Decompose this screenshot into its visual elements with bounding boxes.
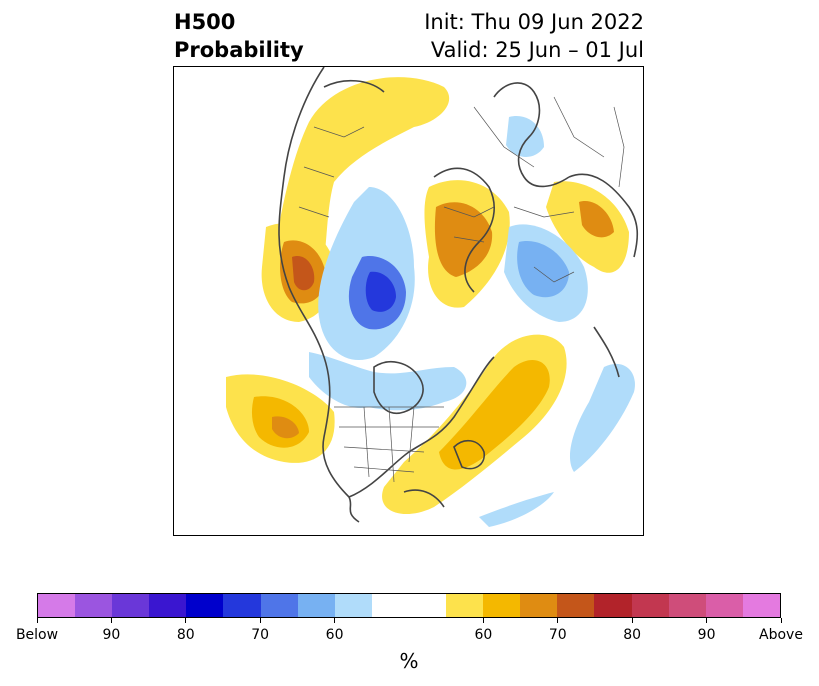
colorbar-tick-mark <box>557 618 559 623</box>
colorbar-tick-label: 60 <box>325 627 344 643</box>
colorbar-tick-label: 90 <box>102 627 121 643</box>
colorbar-unit-label: % <box>399 649 419 673</box>
colorbar-tick-mark <box>482 618 484 623</box>
colorbar-tick-label: 60 <box>474 627 493 643</box>
above-probability-shading <box>226 77 629 515</box>
colorbar-tick-mark <box>631 618 633 623</box>
map-title: H500 Probability <box>174 8 304 64</box>
colorbar-tick-label: 80 <box>176 627 195 643</box>
colorbar-cell <box>483 594 521 617</box>
colorbar-cell <box>446 594 484 617</box>
colorbar-cell <box>371 594 409 617</box>
colorbar-cell <box>75 594 113 617</box>
colorbar-cell <box>742 594 780 617</box>
probability-map <box>226 67 639 527</box>
colorbar-tick-label: Above <box>759 627 803 643</box>
title-line-1: H500 <box>174 10 236 34</box>
colorbar-tick-mark <box>780 618 782 623</box>
colorbar-cell <box>334 594 372 617</box>
colorbar-cell <box>223 594 261 617</box>
valid-date: Valid: 25 Jun – 01 Jul <box>430 38 644 62</box>
colorbar-cell <box>149 594 187 617</box>
colorbar-cell <box>260 594 298 617</box>
colorbar-tick-mark <box>110 618 112 623</box>
coastlines <box>278 67 639 523</box>
colorbar-tick-label: Below <box>15 627 59 643</box>
below-probability-shading <box>309 116 635 527</box>
colorbar-tick-label: 80 <box>623 627 642 643</box>
colorbar-cell <box>408 594 447 617</box>
title-line-2: Probability <box>174 38 304 62</box>
colorbar-cell <box>705 594 743 617</box>
colorbar-tick-mark <box>259 618 261 623</box>
colorbar-cell <box>297 594 335 617</box>
colorbar-tick-mark <box>36 618 38 623</box>
colorbar-cell <box>520 594 558 617</box>
map-panel <box>173 66 644 536</box>
colorbar-tick-mark <box>706 618 708 623</box>
colorbar-cell <box>186 594 224 617</box>
colorbar-tick-label: 70 <box>548 627 567 643</box>
colorbar-cell <box>631 594 669 617</box>
colorbar-tick-label: 90 <box>697 627 716 643</box>
political-borders <box>298 96 625 483</box>
colorbar-cell <box>112 594 150 617</box>
colorbar-tick-mark <box>185 618 187 623</box>
colorbar-cell <box>557 594 595 617</box>
colorbar <box>37 593 781 618</box>
colorbar-cell <box>594 594 632 617</box>
colorbar-cell <box>38 594 76 617</box>
init-date: Init: Thu 09 Jun 2022 <box>424 10 644 34</box>
valid-period: Init: Thu 09 Jun 2022 Valid: 25 Jun – 01… <box>424 8 644 64</box>
colorbar-cell <box>668 594 706 617</box>
colorbar-tick-mark <box>334 618 336 623</box>
colorbar-tick-label: 70 <box>251 627 270 643</box>
